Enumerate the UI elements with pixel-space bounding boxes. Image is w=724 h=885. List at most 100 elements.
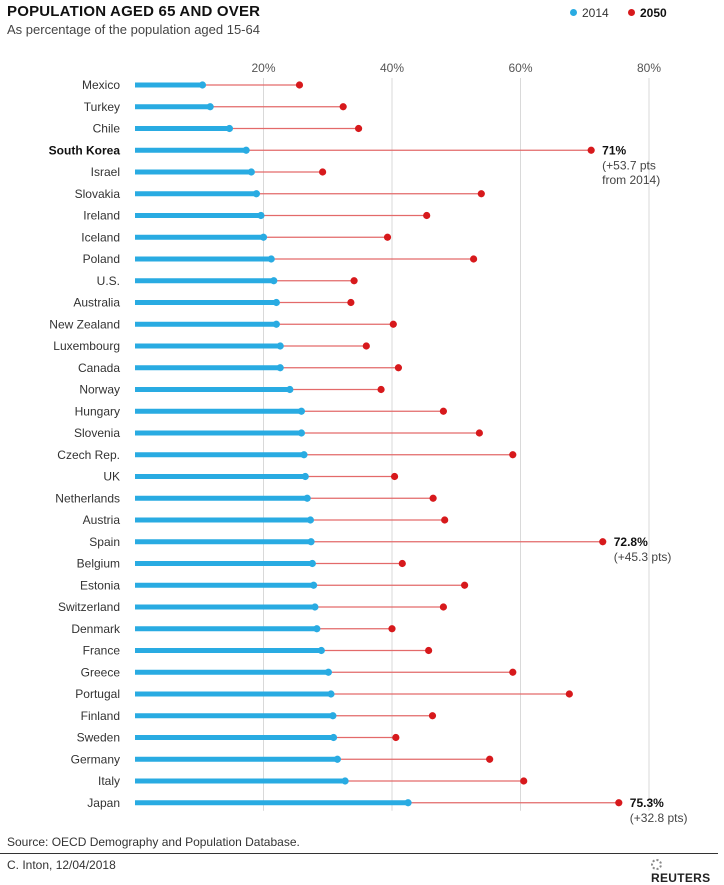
point-2014-canada	[276, 364, 284, 372]
point-2014-new-zealand	[272, 320, 280, 328]
annotation-detail-south-korea: (+53.7 pts	[602, 158, 656, 172]
legend-marker-2014	[570, 9, 577, 16]
category-label-estonia: Estonia	[80, 578, 120, 592]
category-label-canada: Canada	[78, 361, 120, 375]
legend-label-2014: 2014	[582, 6, 609, 20]
point-2050-mexico	[295, 81, 304, 89]
annotation-detail-south-korea: from 2014)	[602, 173, 660, 187]
point-2050-estonia	[461, 581, 469, 589]
legend-item-2014: 2014	[570, 6, 609, 20]
point-2014-poland	[267, 255, 275, 263]
point-2050-australia	[347, 298, 355, 307]
category-label-finland: Finland	[81, 709, 120, 723]
point-2014-finland	[329, 712, 337, 720]
category-label-germany: Germany	[71, 752, 120, 766]
point-2014-italy	[341, 777, 349, 785]
category-label-italy: Italy	[98, 774, 120, 788]
category-label-portugal: Portugal	[75, 687, 120, 701]
point-2014-slovakia	[252, 190, 261, 198]
point-2014-france	[317, 646, 325, 655]
legend-marker-2050	[628, 9, 635, 16]
point-2050-israel	[319, 168, 327, 176]
category-label-netherlands: Netherlands	[55, 491, 120, 505]
point-2014-netherlands	[303, 494, 311, 502]
x-tick-label: 20%	[251, 61, 275, 75]
category-label-japan: Japan	[87, 796, 120, 810]
category-label-france: France	[83, 644, 121, 658]
category-label-poland: Poland	[83, 252, 120, 266]
point-2050-turkey	[339, 103, 347, 111]
point-2014-slovenia	[297, 429, 306, 437]
point-2050-norway	[377, 385, 385, 394]
point-2050-japan	[615, 799, 623, 807]
category-label-luxembourg: Luxembourg	[53, 339, 120, 353]
category-label-spain: Spain	[89, 535, 120, 549]
point-2014-israel	[247, 168, 255, 176]
point-2050-iceland	[383, 233, 392, 241]
legend-item-2050: 2050	[628, 6, 667, 20]
category-label-sweden: Sweden	[77, 731, 120, 745]
category-label-uk: UK	[103, 470, 120, 484]
point-2050-ireland	[423, 211, 431, 220]
point-2050-finland	[428, 712, 437, 720]
point-2050-luxembourg	[362, 342, 370, 350]
chart-subtitle: As percentage of the population aged 15-…	[7, 22, 260, 37]
point-2050-new-zealand	[389, 320, 397, 328]
point-2050-switzerland	[439, 603, 447, 611]
category-label-ireland: Ireland	[83, 209, 120, 223]
category-label-chile: Chile	[93, 122, 121, 136]
reuters-logo-icon	[651, 859, 662, 870]
point-2050-hungary	[439, 407, 447, 415]
point-2050-south-korea	[587, 146, 595, 154]
annotation-detail-japan: (+32.8 pts)	[630, 811, 688, 825]
point-2014-u-s	[270, 277, 278, 285]
point-2014-chile	[225, 124, 234, 133]
category-label-austria: Austria	[83, 513, 121, 527]
category-label-czech-rep: Czech Rep.	[57, 448, 120, 462]
point-2014-czech-rep	[300, 451, 308, 459]
point-2014-japan	[404, 799, 412, 807]
point-2014-australia	[272, 298, 280, 307]
point-2014-greece	[324, 668, 332, 676]
point-2050-slovakia	[477, 190, 485, 198]
category-label-australia: Australia	[73, 296, 120, 310]
x-tick-label: 60%	[508, 61, 532, 75]
point-2050-slovenia	[475, 429, 483, 437]
category-label-new-zealand: New Zealand	[49, 317, 120, 331]
point-2014-iceland	[259, 233, 268, 241]
point-2014-portugal	[327, 690, 335, 698]
point-2050-uk	[390, 472, 399, 481]
footer-divider	[0, 853, 718, 854]
point-2050-poland	[469, 255, 478, 263]
point-2050-czech-rep	[509, 451, 517, 459]
category-label-greece: Greece	[81, 665, 121, 679]
point-2014-ireland	[257, 211, 265, 220]
point-2014-denmark	[313, 625, 321, 633]
category-label-norway: Norway	[79, 383, 120, 397]
point-2050-germany	[486, 755, 494, 763]
annotation-value-spain: 72.8%	[614, 535, 648, 549]
category-label-hungary: Hungary	[75, 404, 120, 418]
category-label-slovakia: Slovakia	[75, 187, 121, 201]
point-2050-sweden	[392, 733, 400, 742]
point-2014-hungary	[297, 407, 306, 415]
point-2050-france	[425, 646, 433, 655]
source-note: Source: OECD Demography and Population D…	[7, 835, 300, 849]
point-2050-austria	[441, 516, 449, 524]
point-2050-u-s	[350, 277, 358, 285]
category-label-u-s: U.S.	[97, 274, 120, 288]
chart-title: POPULATION AGED 65 AND OVER	[7, 3, 261, 20]
credit-line: C. Inton, 12/04/2018	[7, 858, 116, 872]
dumbbell-chart: 20% 40% 60% 80% Mexico Turkey Chile South Korea…	[49, 61, 688, 825]
point-2050-denmark	[388, 625, 396, 633]
category-label-slovenia: Slovenia	[74, 426, 120, 440]
point-2014-luxembourg	[276, 342, 284, 350]
point-2050-canada	[394, 364, 403, 372]
x-tick-label: 40%	[380, 61, 404, 75]
reuters-logo: REUTERS	[651, 857, 724, 885]
point-2014-belgium	[308, 559, 316, 568]
category-label-south-korea: South Korea	[49, 143, 121, 157]
point-2014-uk	[301, 472, 309, 481]
point-2014-germany	[333, 755, 341, 763]
point-2014-estonia	[310, 581, 318, 589]
